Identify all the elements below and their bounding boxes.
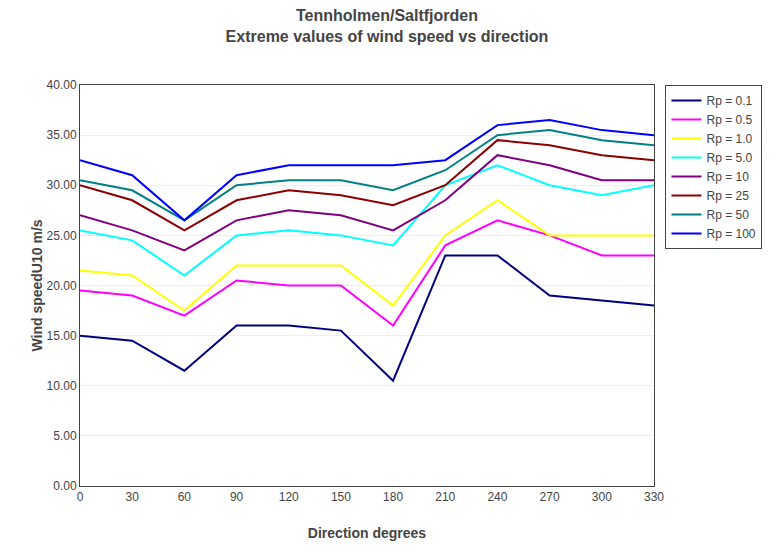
svg-text:Wind speedU10 m/s: Wind speedU10 m/s [29, 219, 45, 351]
svg-text:120: 120 [279, 490, 299, 504]
svg-text:240: 240 [487, 490, 507, 504]
svg-text:40.00: 40.00 [47, 78, 77, 92]
svg-text:30: 30 [126, 490, 140, 504]
svg-text:Rp = 50: Rp = 50 [706, 208, 749, 222]
svg-text:150: 150 [331, 490, 351, 504]
svg-text:Rp = 0.1: Rp = 0.1 [706, 94, 752, 108]
svg-text:15.00: 15.00 [47, 329, 77, 343]
svg-text:0: 0 [77, 490, 84, 504]
svg-text:Tennholmen/SaltfjordenExtreme: Tennholmen/SaltfjordenExtreme values of … [226, 7, 549, 45]
svg-text:210: 210 [435, 490, 455, 504]
svg-text:Rp = 100: Rp = 100 [706, 227, 755, 241]
svg-text:300: 300 [592, 490, 612, 504]
svg-text:30.00: 30.00 [47, 178, 77, 192]
svg-text:20.00: 20.00 [47, 279, 77, 293]
svg-text:Rp = 25: Rp = 25 [706, 189, 749, 203]
svg-text:0.00: 0.00 [53, 479, 77, 493]
svg-text:60: 60 [178, 490, 192, 504]
svg-text:10.00: 10.00 [47, 379, 77, 393]
svg-text:Rp = 5.0: Rp = 5.0 [706, 151, 752, 165]
svg-text:180: 180 [383, 490, 403, 504]
svg-text:Direction degrees: Direction degrees [308, 525, 426, 541]
svg-text:270: 270 [540, 490, 560, 504]
svg-text:Rp = 1.0: Rp = 1.0 [706, 132, 752, 146]
svg-text:Rp = 0.5: Rp = 0.5 [706, 113, 752, 127]
svg-text:Rp = 10: Rp = 10 [706, 170, 749, 184]
svg-text:90: 90 [230, 490, 244, 504]
svg-text:25.00: 25.00 [47, 229, 77, 243]
svg-text:5.00: 5.00 [53, 429, 77, 443]
svg-text:330: 330 [644, 490, 664, 504]
svg-text:35.00: 35.00 [47, 128, 77, 142]
